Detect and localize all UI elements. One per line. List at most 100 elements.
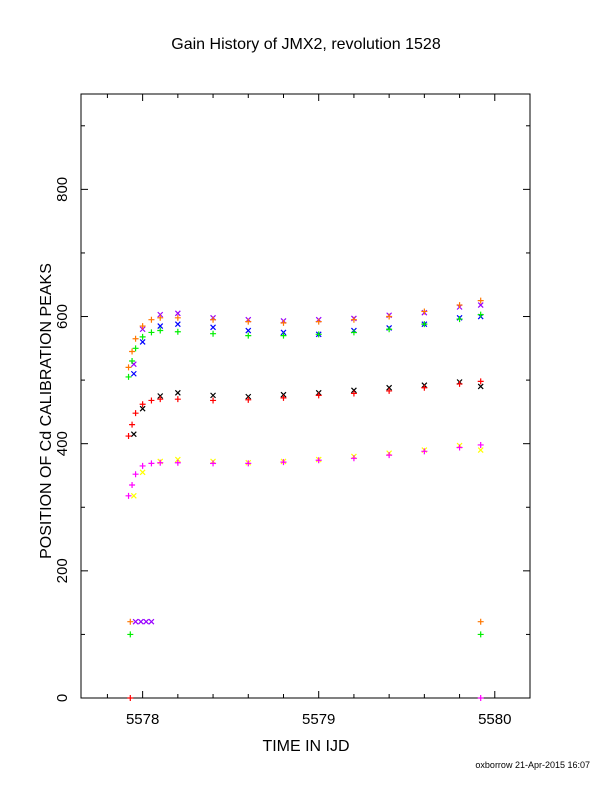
y-tick-label: 400: [54, 431, 71, 456]
data-point: [174, 310, 181, 317]
data-point: [127, 631, 134, 638]
data-point: [280, 319, 287, 326]
data-point: [148, 329, 155, 336]
data-point: [386, 387, 393, 394]
data-point: [139, 339, 146, 345]
series-3: [130, 442, 484, 499]
data-point: [174, 396, 181, 403]
chart-title: Gain History of JMX2, revolution 1528: [171, 36, 441, 53]
y-tick-label: 0: [54, 694, 71, 702]
data-point: [350, 390, 357, 397]
data-point: [477, 311, 484, 318]
data-point: [125, 433, 132, 440]
data-point: [148, 397, 155, 404]
data-point: [477, 631, 484, 638]
data-point: [210, 316, 217, 323]
data-point: [174, 314, 181, 321]
series-6: [125, 378, 484, 440]
data-point: [477, 447, 484, 453]
data-point: [245, 332, 252, 339]
data-point: [477, 383, 484, 390]
data-point: [456, 380, 463, 387]
data-point: [245, 393, 252, 400]
data-point: [477, 618, 484, 625]
data-point: [456, 316, 463, 323]
data-point: [132, 345, 139, 352]
data-point: [280, 329, 287, 336]
data-point: [386, 384, 393, 391]
data-point: [139, 469, 146, 476]
data-point: [350, 329, 357, 336]
data-point: [132, 335, 139, 342]
data-point: [210, 324, 216, 331]
data-point: [139, 333, 146, 340]
data-point: [157, 396, 164, 403]
data-point: [477, 302, 484, 309]
data-point: [139, 323, 146, 330]
data-point: [127, 695, 134, 701]
data-point: [132, 471, 139, 478]
data-point: [129, 482, 136, 489]
data-point: [477, 695, 484, 701]
data-point: [386, 326, 393, 333]
data-point: [148, 460, 155, 467]
x-tick-label: 5579: [302, 711, 335, 728]
data-point: [280, 394, 287, 401]
data-point: [210, 392, 216, 399]
data-point: [477, 297, 484, 304]
data-point: [315, 457, 322, 464]
series-11: [127, 695, 134, 701]
series-4: [125, 297, 484, 371]
data-point: [174, 389, 181, 396]
y-tick-label: 200: [54, 558, 71, 583]
data-point: [139, 462, 146, 469]
data-point: [127, 618, 134, 625]
data-point: [421, 321, 428, 328]
data-point: [125, 492, 132, 499]
data-point: [421, 384, 428, 391]
data-point: [129, 358, 136, 365]
data-point: [132, 618, 139, 625]
data-point: [456, 302, 463, 309]
data-point: [315, 318, 322, 325]
y-tick-label: 800: [54, 177, 71, 202]
data-point: [157, 327, 164, 334]
data-point: [148, 618, 155, 625]
data-point: [174, 321, 181, 328]
plot-frame: [80, 93, 531, 699]
data-point: [139, 401, 146, 408]
data-point: [210, 460, 217, 467]
series-12: [477, 695, 484, 701]
data-point: [245, 396, 252, 403]
x-axis-label: TIME IN IJD: [262, 738, 350, 755]
data-point: [129, 421, 136, 428]
data-point: [143, 618, 150, 625]
data-point: [350, 455, 357, 462]
data-point: [280, 391, 287, 398]
data-point: [139, 405, 146, 412]
data-point: [280, 332, 287, 339]
series-2: [130, 379, 484, 438]
data-point: [350, 316, 357, 323]
data-point: [130, 492, 137, 499]
data-point: [157, 311, 164, 318]
data-point: [245, 460, 252, 467]
data-point: [477, 378, 484, 385]
series-9: [132, 618, 155, 625]
data-point: [421, 308, 428, 315]
data-point: [280, 459, 287, 466]
series-8: [127, 618, 484, 625]
data-point: [386, 313, 393, 320]
data-point: [174, 456, 181, 463]
data-point: [139, 326, 146, 333]
data-point: [130, 370, 137, 377]
x-tick-label: 5580: [478, 711, 511, 728]
data-point: [157, 393, 164, 399]
data-point: [129, 348, 136, 355]
footer-credit: oxborrow 21-Apr-2015 16:07: [475, 760, 590, 770]
data-point: [125, 364, 132, 371]
data-point: [157, 323, 164, 329]
data-point: [174, 459, 181, 466]
data-point: [174, 328, 181, 335]
data-point: [137, 618, 144, 625]
